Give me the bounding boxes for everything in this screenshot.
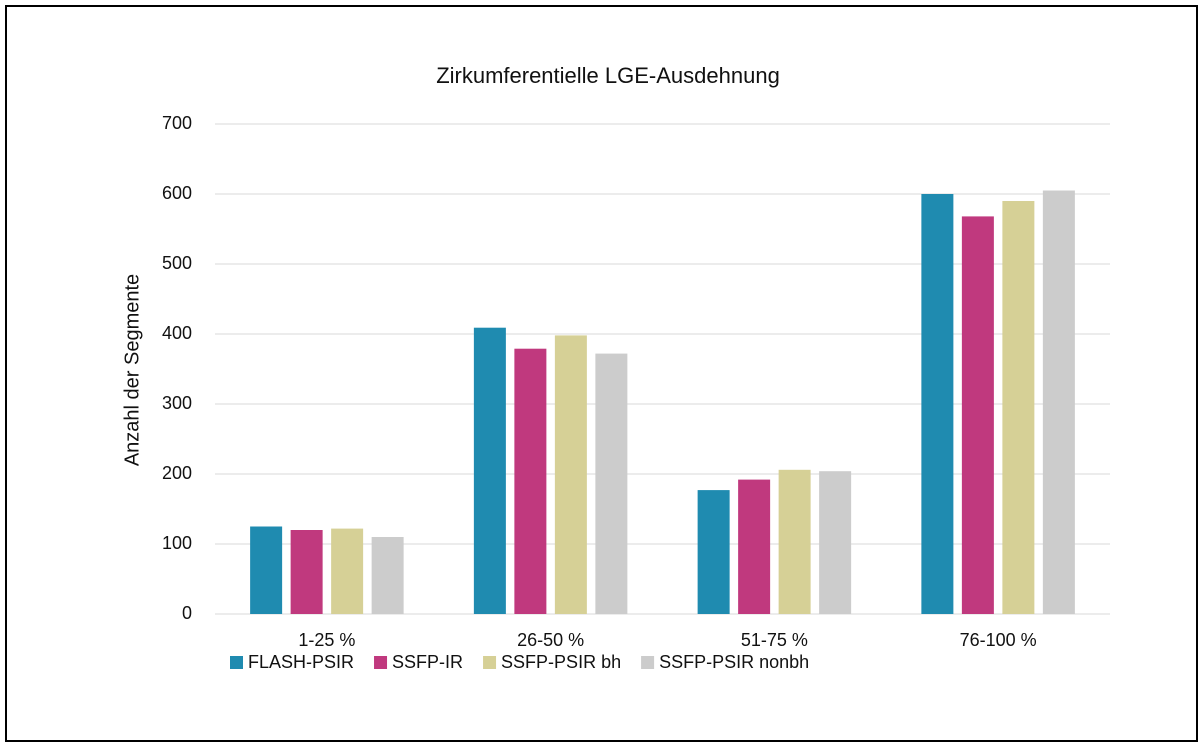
chart-title: Zirkumferentielle LGE-Ausdehnung: [436, 63, 780, 88]
legend-swatch: [230, 656, 243, 669]
y-tick-label: 700: [162, 113, 192, 133]
legend-label: FLASH-PSIR: [248, 652, 354, 672]
y-tick-label: 100: [162, 533, 192, 553]
y-tick-label: 200: [162, 463, 192, 483]
bar: [921, 194, 954, 614]
x-tick-label: 26-50 %: [517, 630, 584, 650]
legend-swatch: [641, 656, 655, 669]
legend-swatch: [374, 656, 388, 669]
bar: [595, 353, 628, 614]
x-tick-label: 1-25 %: [298, 630, 355, 650]
legend-swatch: [483, 656, 497, 669]
bar: [554, 335, 587, 614]
bar: [473, 327, 506, 614]
y-axis-label: Anzahl der Segmente: [121, 274, 143, 466]
bar: [1002, 201, 1035, 614]
bar: [697, 490, 730, 614]
bar: [514, 348, 547, 614]
legend-label: SSFP-PSIR nonbh: [659, 652, 809, 672]
legend-label: SSFP-IR: [392, 652, 463, 672]
bar: [778, 469, 811, 614]
bar: [371, 537, 404, 614]
x-tick-label: 51-75 %: [741, 630, 808, 650]
bar: [290, 530, 323, 614]
y-tick-label: 500: [162, 253, 192, 273]
bar: [738, 479, 771, 614]
y-tick-label: 600: [162, 183, 192, 203]
legend-label: SSFP-PSIR bh: [501, 652, 621, 672]
bar: [250, 526, 283, 614]
y-tick-label: 300: [162, 393, 192, 413]
bar: [1042, 190, 1075, 614]
bar: [331, 528, 364, 614]
bar: [961, 216, 994, 614]
bar: [819, 471, 852, 614]
y-tick-label: 0: [182, 603, 192, 623]
y-tick-label: 400: [162, 323, 192, 343]
x-tick-label: 76-100 %: [960, 630, 1037, 650]
